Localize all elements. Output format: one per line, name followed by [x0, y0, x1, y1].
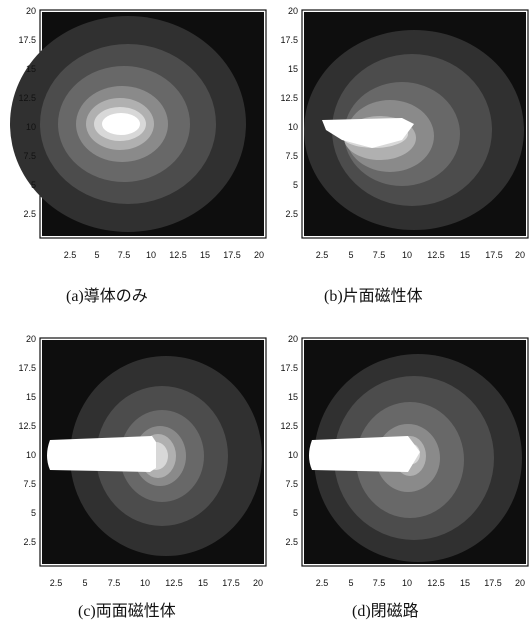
- y-tick: 7.5: [23, 479, 36, 489]
- y-ticks: 20 17.5 15 12.5 10 7.5 5 2.5: [280, 6, 298, 219]
- conductor-region: [102, 113, 140, 135]
- x-tick: 15: [460, 578, 470, 588]
- x-ticks: 2.5 5 7.5 10 12.5 15 17.5 20: [316, 250, 525, 260]
- x-tick: 5: [94, 250, 99, 260]
- y-tick: 2.5: [23, 209, 36, 219]
- conductor-region: [322, 118, 414, 148]
- y-ticks: 20 17.5 15 12.5 10 7.5 5 2.5: [280, 334, 298, 547]
- y-tick: 15: [26, 392, 36, 402]
- x-tick: 7.5: [108, 578, 121, 588]
- panel-d: 20 17.5 15 12.5 10 7.5 5 2.5 2.5 5 7.5 1…: [280, 334, 529, 588]
- x-tick: 10: [146, 250, 156, 260]
- panel-a: 20 17.5 15 12.5 10 7.5 5 2.5 2.5 5 7.5 1…: [10, 6, 267, 260]
- y-tick: 10: [26, 122, 36, 132]
- plot-area: [304, 340, 526, 564]
- x-tick: 20: [515, 578, 525, 588]
- x-tick: 5: [348, 578, 353, 588]
- y-tick: 17.5: [280, 363, 298, 373]
- x-tick: 2.5: [50, 578, 63, 588]
- panel-b: 20 17.5 15 12.5 10 7.5 5 2.5 2.5 5 7.5 1…: [280, 6, 529, 260]
- y-tick: 10: [288, 122, 298, 132]
- x-ticks: 2.5 5 7.5 10 12.5 15 17.5 20: [316, 578, 525, 588]
- y-tick: 17.5: [18, 363, 36, 373]
- y-tick: 20: [288, 334, 298, 344]
- x-tick: 15: [198, 578, 208, 588]
- x-tick: 7.5: [373, 250, 386, 260]
- x-tick: 5: [348, 250, 353, 260]
- y-tick: 2.5: [23, 537, 36, 547]
- y-tick: 10: [288, 450, 298, 460]
- x-tick: 12.5: [165, 578, 183, 588]
- plot-area: [10, 12, 264, 236]
- x-tick: 20: [253, 578, 263, 588]
- x-tick: 17.5: [484, 578, 502, 588]
- x-tick: 15: [200, 250, 210, 260]
- caption-b: (b)片面磁性体: [324, 288, 423, 305]
- x-tick: 7.5: [373, 578, 386, 588]
- plot-area: [42, 340, 264, 564]
- conductor-region: [47, 436, 156, 472]
- panel-c: 20 17.5 15 12.5 10 7.5 5 2.5 2.5 5 7.5 1…: [18, 334, 267, 588]
- caption-a: (a)導体のみ: [66, 288, 148, 305]
- x-tick: 7.5: [118, 250, 131, 260]
- x-tick: 15: [460, 250, 470, 260]
- y-tick: 15: [288, 64, 298, 74]
- x-tick: 10: [402, 578, 412, 588]
- x-tick: 17.5: [222, 578, 240, 588]
- x-tick: 2.5: [316, 578, 329, 588]
- x-tick: 12.5: [427, 578, 445, 588]
- x-tick: 17.5: [485, 250, 503, 260]
- y-tick: 12.5: [18, 421, 36, 431]
- y-tick: 5: [293, 508, 298, 518]
- y-tick: 12.5: [280, 421, 298, 431]
- y-tick: 5: [31, 508, 36, 518]
- y-tick: 20: [26, 334, 36, 344]
- y-tick: 15: [26, 64, 36, 74]
- x-tick: 5: [82, 578, 87, 588]
- y-tick: 10: [26, 450, 36, 460]
- y-ticks: 20 17.5 15 12.5 10 7.5 5 2.5: [18, 334, 36, 547]
- y-tick: 7.5: [285, 151, 298, 161]
- x-tick: 17.5: [223, 250, 241, 260]
- x-ticks: 2.5 5 7.5 10 12.5 15 17.5 20: [50, 578, 263, 588]
- y-tick: 17.5: [18, 35, 36, 45]
- y-tick: 7.5: [285, 479, 298, 489]
- x-tick: 12.5: [169, 250, 187, 260]
- caption-c: (c)両面磁性体: [78, 603, 176, 620]
- y-tick: 2.5: [285, 537, 298, 547]
- x-tick: 10: [402, 250, 412, 260]
- x-tick: 20: [515, 250, 525, 260]
- x-ticks: 2.5 5 7.5 10 12.5 15 17.5 20: [64, 250, 264, 260]
- y-tick: 20: [26, 6, 36, 16]
- y-tick: 12.5: [18, 93, 36, 103]
- y-tick: 20: [288, 6, 298, 16]
- y-tick: 5: [293, 180, 298, 190]
- x-tick: 2.5: [316, 250, 329, 260]
- y-tick: 7.5: [23, 151, 36, 161]
- x-tick: 20: [254, 250, 264, 260]
- y-tick: 5: [31, 180, 36, 190]
- x-tick: 10: [140, 578, 150, 588]
- y-tick: 17.5: [280, 35, 298, 45]
- y-tick: 2.5: [285, 209, 298, 219]
- caption-d: (d)閉磁路: [352, 603, 419, 620]
- conductor-region: [309, 436, 420, 472]
- y-tick: 12.5: [280, 93, 298, 103]
- x-tick: 2.5: [64, 250, 77, 260]
- plot-area: [304, 12, 526, 236]
- y-tick: 15: [288, 392, 298, 402]
- y-ticks: 20 17.5 15 12.5 10 7.5 5 2.5: [18, 6, 36, 219]
- x-tick: 12.5: [427, 250, 445, 260]
